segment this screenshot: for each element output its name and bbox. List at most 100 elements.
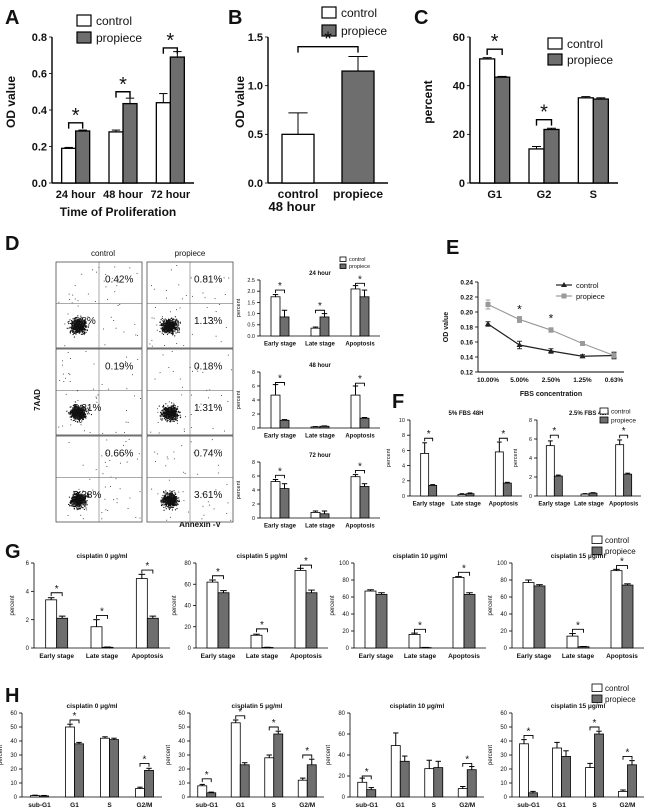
bar-control-1 bbox=[108, 131, 124, 184]
flow-dot bbox=[172, 331, 174, 333]
bar-control-1 bbox=[250, 634, 263, 649]
flow-dot bbox=[171, 408, 173, 410]
flow-dot bbox=[81, 415, 83, 417]
flow-dot-sparse bbox=[230, 369, 232, 371]
y-axis-label: percent bbox=[10, 595, 16, 615]
flow-dot bbox=[160, 415, 162, 417]
flow-dot bbox=[176, 501, 178, 503]
flow-dot bbox=[174, 496, 176, 498]
significance-star: * bbox=[318, 301, 322, 312]
bar-propiece-2 bbox=[273, 733, 284, 798]
flow-dot bbox=[165, 410, 167, 412]
flow-dot-sparse bbox=[92, 388, 94, 390]
flow-dot bbox=[174, 415, 176, 417]
x-tick-label: Early stage bbox=[264, 342, 297, 348]
flow-dot bbox=[73, 416, 75, 418]
flow-dot bbox=[170, 329, 172, 331]
flow-dot bbox=[162, 498, 164, 500]
x-tick-label: S bbox=[107, 802, 112, 807]
bar-propiece-0 bbox=[494, 76, 511, 184]
flow-dot bbox=[76, 321, 78, 323]
flow-dot bbox=[81, 319, 83, 321]
flow-dot bbox=[88, 324, 90, 326]
bar-control-0 bbox=[61, 147, 77, 184]
flow-dot bbox=[76, 416, 78, 419]
flow-dot bbox=[161, 502, 163, 504]
flow-dot bbox=[169, 504, 171, 506]
flow-dot bbox=[177, 410, 179, 412]
flow-dot-sparse bbox=[104, 498, 106, 500]
flow-dot bbox=[173, 418, 176, 420]
flow-dot bbox=[84, 329, 86, 331]
x-tick-label: G1 bbox=[70, 802, 79, 807]
flow-dot-sparse bbox=[164, 345, 165, 347]
legend-propiece-swatch bbox=[591, 546, 603, 555]
flow-dot-sparse bbox=[136, 458, 138, 460]
quadrant-upper-value: 0.42% bbox=[105, 275, 133, 286]
flow-dot bbox=[172, 330, 174, 332]
flow-dot bbox=[166, 497, 168, 499]
flow-dot-sparse bbox=[149, 343, 151, 345]
flow-dot bbox=[172, 498, 174, 500]
flow-dot bbox=[176, 503, 178, 505]
flow-dot-sparse bbox=[213, 508, 215, 510]
flow-dot bbox=[174, 323, 176, 325]
flow-dot bbox=[174, 492, 176, 494]
flow-dot bbox=[168, 321, 170, 323]
flow-dot bbox=[160, 327, 162, 329]
bar-propiece-0 bbox=[279, 419, 290, 429]
flow-dot bbox=[71, 330, 73, 332]
flow-dot bbox=[170, 495, 172, 497]
flow-dot bbox=[172, 334, 174, 336]
flow-dot bbox=[73, 336, 76, 338]
flow-dot-sparse bbox=[129, 497, 131, 499]
flow-dot bbox=[167, 405, 169, 407]
flow-dot bbox=[169, 328, 171, 330]
flow-dot bbox=[80, 411, 83, 413]
flow-dot bbox=[86, 413, 88, 415]
y-tick-label: 40 bbox=[500, 739, 507, 745]
flow-dot bbox=[70, 500, 72, 502]
x-tick-label: sub-G1 bbox=[356, 802, 379, 807]
point-propiece-1 bbox=[517, 317, 522, 322]
flow-dot bbox=[169, 419, 171, 421]
flow-dot bbox=[168, 501, 170, 503]
flow-dot bbox=[84, 322, 86, 325]
bar-single-0 bbox=[281, 133, 315, 184]
significance-star: * bbox=[462, 563, 466, 574]
flow-dot bbox=[171, 502, 173, 504]
flow-dot bbox=[168, 508, 171, 510]
flow-dot bbox=[72, 410, 75, 412]
flow-dot-sparse bbox=[101, 455, 103, 457]
flow-dot bbox=[175, 410, 177, 412]
flow-dot bbox=[162, 500, 165, 502]
b-xlabel: 48 hour bbox=[269, 199, 316, 214]
flow-dot bbox=[81, 420, 83, 422]
flow-dot-sparse bbox=[206, 307, 208, 308]
bar-propiece-3 bbox=[466, 769, 477, 798]
flow-dot bbox=[172, 325, 174, 327]
flow-dot bbox=[165, 503, 167, 505]
significance-bracket bbox=[162, 47, 179, 54]
flow-dot bbox=[165, 411, 167, 413]
flow-dot bbox=[83, 408, 85, 410]
bar-propiece-1 bbox=[543, 128, 560, 184]
flow-dot bbox=[165, 319, 168, 321]
flow-dot bbox=[163, 491, 165, 493]
y-tick-label: 1.0 bbox=[247, 312, 255, 318]
flow-dot bbox=[81, 325, 83, 327]
y-axis-label: percent bbox=[166, 745, 172, 765]
flow-dot bbox=[165, 418, 167, 420]
bar-propiece-2 bbox=[433, 767, 444, 798]
flow-dot-sparse bbox=[179, 378, 181, 380]
y-tick-label: 0.5 bbox=[247, 323, 255, 329]
x-tick-label: Apoptosis bbox=[131, 653, 163, 660]
flow-dot bbox=[84, 408, 86, 410]
bar-propiece-0 bbox=[39, 795, 49, 798]
flow-dot bbox=[177, 320, 179, 323]
b-ylabel: OD value bbox=[233, 76, 247, 128]
flow-dot-sparse bbox=[208, 504, 210, 506]
flow-dot bbox=[81, 328, 83, 330]
significance-star: * bbox=[358, 461, 362, 472]
flow-dot bbox=[174, 325, 176, 327]
